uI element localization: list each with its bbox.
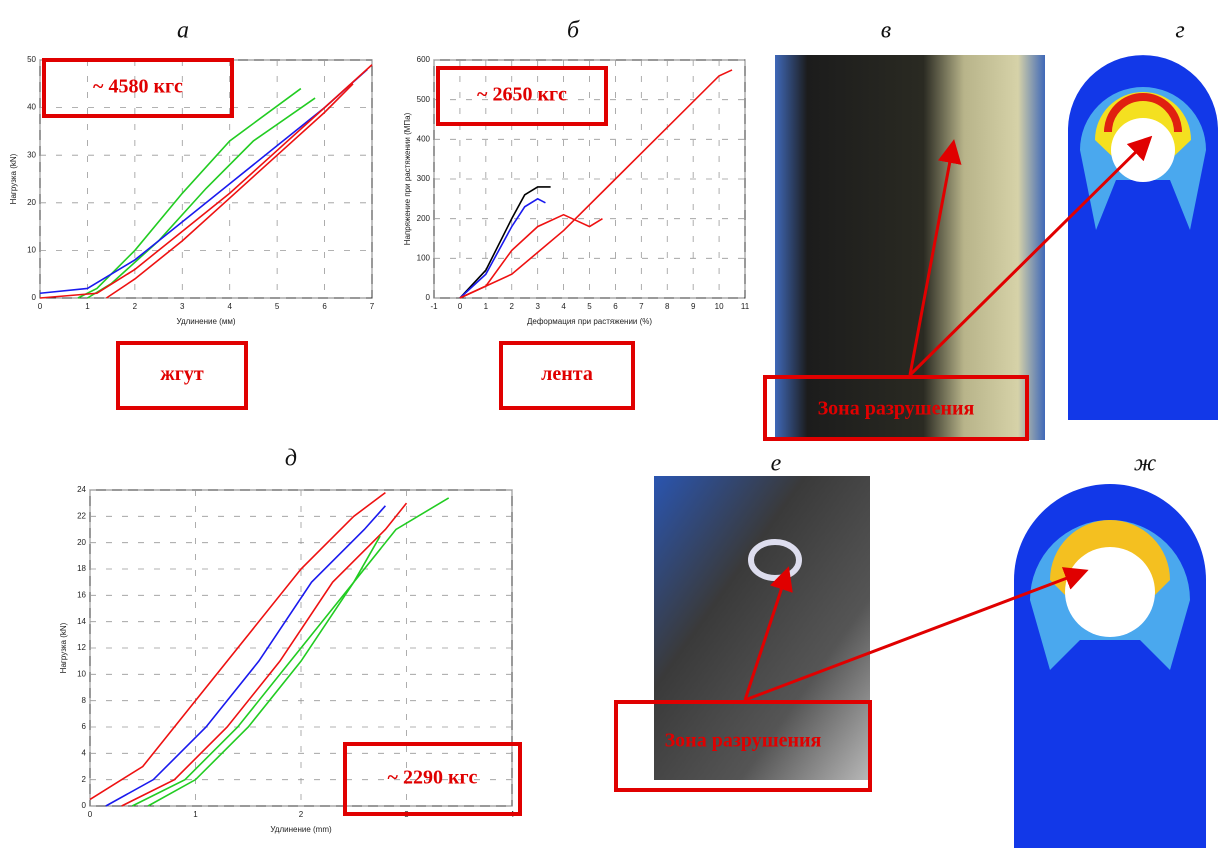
y-tick-label: 30 (27, 150, 36, 159)
annotation: лента (541, 363, 593, 385)
x-tick-label: -1 (430, 302, 438, 311)
x-tick-label: 5 (587, 302, 592, 311)
y-tick-label: 24 (77, 485, 86, 494)
y-tick-label: 400 (417, 134, 431, 143)
x-tick-label: 8 (665, 302, 670, 311)
y-tick-label: 22 (77, 511, 86, 520)
panel-letter: г (1175, 18, 1184, 44)
x-tick-label: 2 (510, 302, 515, 311)
y-tick-label: 500 (417, 95, 431, 104)
data-line (460, 215, 603, 298)
x-tick-label: 4 (561, 302, 566, 311)
y-tick-label: 300 (417, 174, 431, 183)
y-tick-label: 200 (417, 214, 431, 223)
panel-letter: а (177, 18, 189, 44)
x-axis-label: Деформация при растяжении (%) (527, 317, 652, 326)
y-tick-label: 100 (417, 253, 431, 262)
panel-letter: в (881, 18, 891, 44)
annotation: ~ 2290 кгс (388, 767, 478, 789)
x-axis-label: Удлинение (mm) (270, 825, 332, 834)
data-line (460, 187, 551, 298)
y-tick-label: 0 (32, 293, 37, 302)
fea-image (1014, 484, 1206, 848)
y-tick-label: 10 (77, 669, 86, 678)
y-tick-label: 8 (82, 696, 87, 705)
panel-letter: б (567, 18, 580, 44)
photo (775, 55, 1045, 440)
x-tick-label: 0 (88, 810, 93, 819)
y-tick-label: 600 (417, 55, 431, 64)
x-tick-label: 6 (613, 302, 618, 311)
x-tick-label: 6 (322, 302, 327, 311)
y-axis-label: Нагрузка (kN) (9, 153, 18, 204)
y-tick-label: 20 (27, 198, 36, 207)
panel-letter: ж (1134, 451, 1156, 477)
y-tick-label: 50 (27, 55, 36, 64)
y-axis-label: Нагрузка (kN) (59, 622, 68, 673)
y-tick-label: 12 (77, 643, 86, 652)
y-tick-label: 14 (77, 617, 86, 626)
y-tick-label: 2 (82, 775, 87, 784)
x-tick-label: 2 (133, 302, 138, 311)
panel-letter: е (771, 451, 782, 477)
x-tick-label: 0 (458, 302, 463, 311)
y-tick-label: 4 (82, 748, 87, 757)
x-tick-label: 9 (691, 302, 696, 311)
x-tick-label: 7 (370, 302, 375, 311)
y-tick-label: 16 (77, 590, 86, 599)
annotation: Зона разрушения (665, 730, 822, 752)
x-axis-label: Удлинение (мм) (176, 317, 235, 326)
x-tick-label: 4 (227, 302, 232, 311)
x-tick-label: 1 (193, 810, 198, 819)
x-tick-label: 0 (38, 302, 43, 311)
x-tick-label: 10 (715, 302, 724, 311)
y-tick-label: 6 (82, 722, 87, 731)
x-tick-label: 11 (741, 302, 750, 311)
y-tick-label: 0 (426, 293, 431, 302)
fea-image (1068, 55, 1218, 420)
data-line (78, 89, 301, 298)
annotation: ~ 2650 кгс (477, 84, 567, 106)
y-tick-label: 18 (77, 564, 86, 573)
panel-letter: д (285, 446, 297, 472)
y-axis-label: Напряжение при растяжении (МПа) (403, 112, 412, 245)
x-tick-label: 5 (275, 302, 280, 311)
x-tick-label: 1 (85, 302, 90, 311)
x-tick-label: 3 (180, 302, 185, 311)
y-tick-label: 40 (27, 103, 36, 112)
figure: Зона разрушения Зона разрушения в г е ж … (0, 0, 1223, 852)
annotation: жгут (160, 363, 204, 385)
x-tick-label: 3 (535, 302, 540, 311)
x-tick-label: 1 (484, 302, 489, 311)
y-tick-label: 0 (82, 801, 87, 810)
y-tick-label: 20 (77, 538, 86, 547)
annotation: ~ 4580 кгс (93, 76, 183, 98)
x-tick-label: 7 (639, 302, 644, 311)
annotation: Зона разрушения (818, 398, 975, 420)
x-tick-label: 2 (299, 810, 304, 819)
y-tick-label: 10 (27, 246, 36, 255)
